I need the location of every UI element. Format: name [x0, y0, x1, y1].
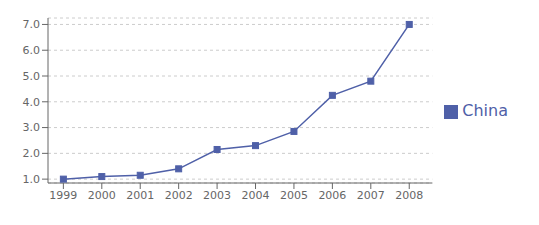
svg-text:2004: 2004 — [242, 189, 270, 202]
svg-text:5.0: 5.0 — [23, 70, 41, 83]
svg-text:1.0: 1.0 — [23, 173, 41, 186]
svg-text:3.0: 3.0 — [23, 121, 41, 134]
svg-text:2000: 2000 — [88, 189, 116, 202]
svg-text:2005: 2005 — [280, 189, 308, 202]
svg-text:2002: 2002 — [165, 189, 193, 202]
svg-text:2003: 2003 — [203, 189, 231, 202]
svg-text:2006: 2006 — [318, 189, 346, 202]
svg-text:1999: 1999 — [49, 189, 77, 202]
svg-text:2.0: 2.0 — [23, 147, 41, 160]
svg-text:4.0: 4.0 — [23, 96, 41, 109]
svg-text:7.0: 7.0 — [23, 18, 41, 31]
svg-text:6.0: 6.0 — [23, 44, 41, 57]
svg-text:2008: 2008 — [395, 189, 423, 202]
svg-text:2001: 2001 — [126, 189, 154, 202]
svg-text:2007: 2007 — [357, 189, 385, 202]
html-text:China: China — [462, 101, 508, 120]
